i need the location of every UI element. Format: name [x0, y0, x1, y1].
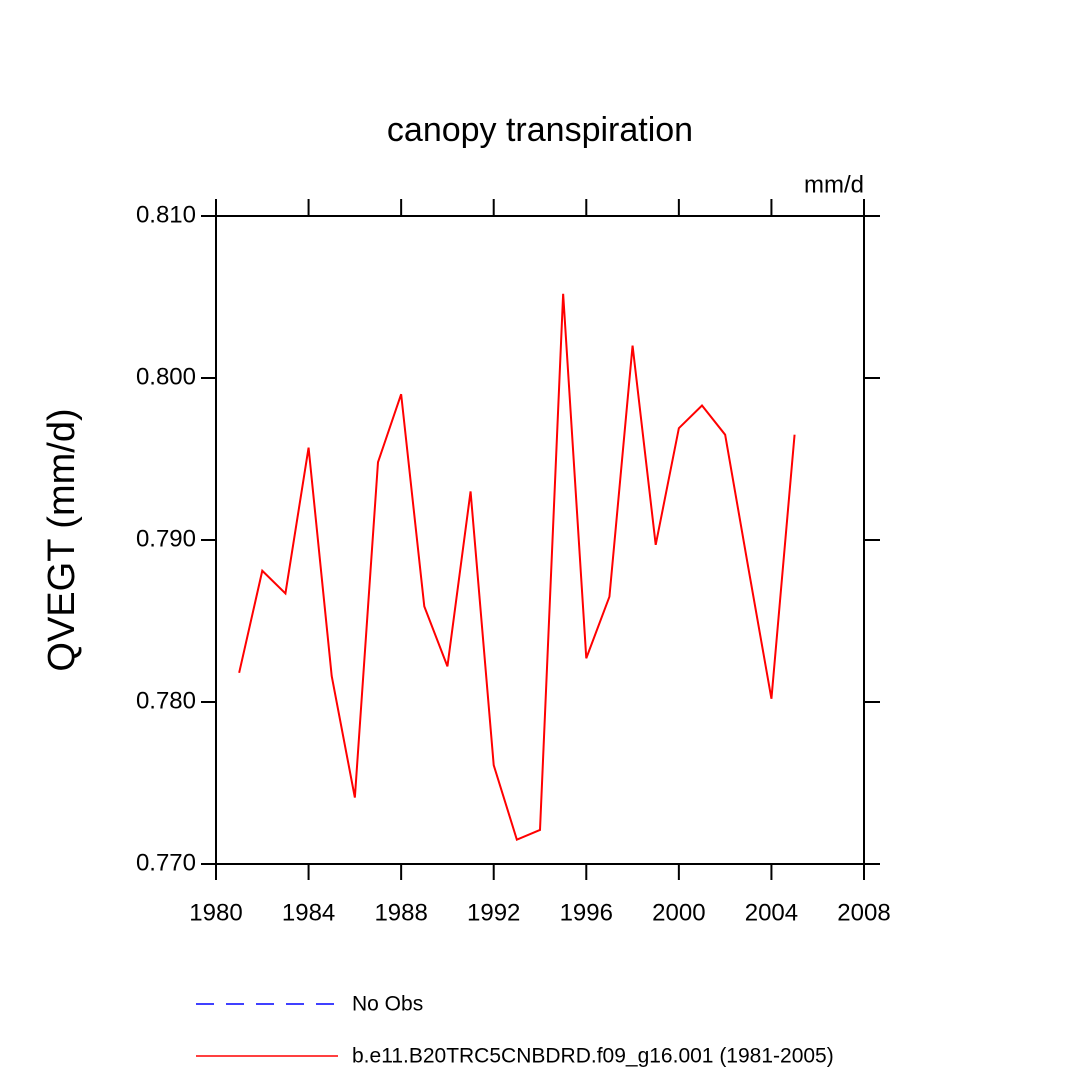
plot-frame: [215, 215, 865, 865]
chart-title: canopy transpiration: [387, 111, 693, 149]
legend-label: No Obs: [352, 993, 423, 1016]
data-line: [238, 293, 796, 842]
x-tick-label: 1992: [467, 899, 520, 926]
y-axis-label: QVEGT (mm/d): [41, 408, 83, 671]
x-tick-label: 2000: [652, 899, 705, 926]
x-tick-label: 1996: [560, 899, 613, 926]
y-tick-label: 0.790: [136, 525, 196, 552]
x-tick-label: 2008: [837, 899, 890, 926]
x-tick-label: 1988: [374, 899, 427, 926]
x-tick-label: 2004: [745, 899, 798, 926]
legend-label: b.e11.B20TRC5CNBDRD.f09_g16.001 (1981-20…: [352, 1045, 834, 1068]
y-tick-label: 0.800: [136, 363, 196, 390]
units-label: mm/d: [804, 171, 864, 198]
x-tick-label: 1984: [282, 899, 335, 926]
y-tick-label: 0.770: [136, 849, 196, 876]
y-tick-label: 0.780: [136, 687, 196, 714]
y-tick-label: 0.810: [136, 201, 196, 228]
x-tick-label: 1980: [189, 899, 242, 926]
